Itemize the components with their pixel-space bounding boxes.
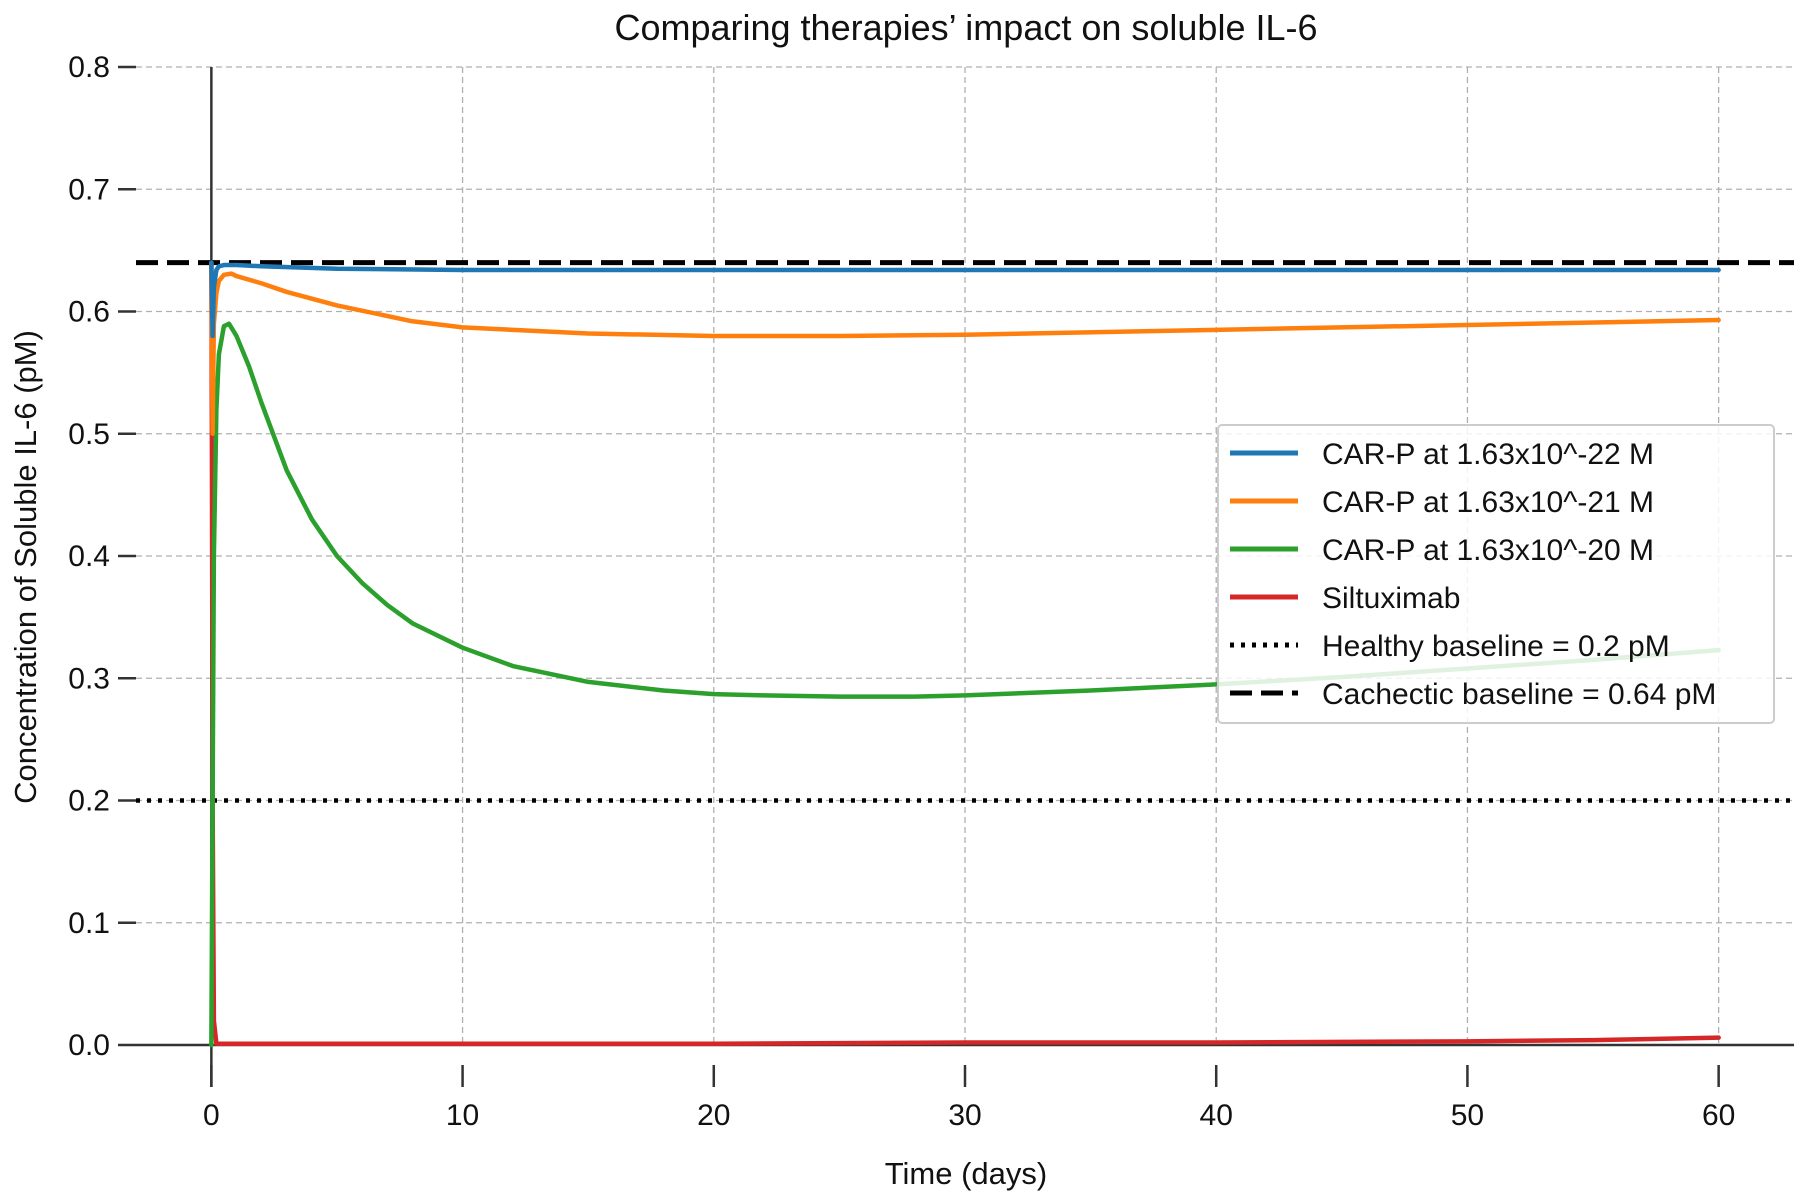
legend-entry-label: Cachectic baseline = 0.64 pM [1322, 678, 1716, 711]
chart-title: Comparing therapies’ impact on soluble I… [614, 7, 1317, 48]
series-line-car-p-at-1-63x10-20-m [209, 321, 1721, 1048]
y-tick-label: 0.7 [68, 173, 110, 206]
y-tick-label: 0.8 [68, 51, 110, 84]
legend-entry-label: CAR-P at 1.63x10^-20 M [1322, 534, 1654, 567]
legend-box [1217, 424, 1775, 724]
y-tick-label: 0.5 [68, 418, 110, 451]
series-line-car-p-at-1-63x10-22-m [209, 260, 1721, 339]
series-layer [136, 260, 1794, 1048]
x-tick-label: 60 [1702, 1099, 1735, 1132]
x-tick-label: 40 [1200, 1099, 1233, 1132]
x-tick-label: 10 [446, 1099, 479, 1132]
legend-entry-label: Siltuximab [1322, 582, 1460, 615]
legend-entry-label: CAR-P at 1.63x10^-21 M [1322, 486, 1654, 519]
axes: 0.0 0.1 0.2 0.3 0.4 0.5 0.6 0.7 0.8 0 10 20 30 40 50 60 [68, 51, 1794, 1132]
legend: CAR-P at 1.63x10^-22 M CAR-P at 1.63x10^-… [1217, 424, 1775, 724]
x-axis-label: Time (days) [885, 1156, 1047, 1191]
x-tick-label: 20 [697, 1099, 730, 1132]
y-tick-label: 0.4 [68, 540, 110, 573]
series-line-car-p-at-1-63x10-21-m [209, 260, 1721, 436]
y-tick-label: 0.3 [68, 662, 110, 695]
y-tick-label: 0.1 [68, 907, 110, 940]
x-tick-label: 0 [203, 1099, 220, 1132]
y-axis-label: Concentration of Soluble IL-6 (pM) [8, 330, 43, 804]
legend-entry-label: Healthy baseline = 0.2 pM [1322, 630, 1670, 663]
y-tick-label: 0.2 [68, 785, 110, 818]
x-tick-label: 30 [948, 1099, 981, 1132]
y-tick-label: 0.6 [68, 296, 110, 329]
y-tick-label: 0.0 [68, 1029, 110, 1062]
x-tick-label: 50 [1451, 1099, 1484, 1132]
legend-entry-label: CAR-P at 1.63x10^-22 M [1322, 438, 1654, 471]
